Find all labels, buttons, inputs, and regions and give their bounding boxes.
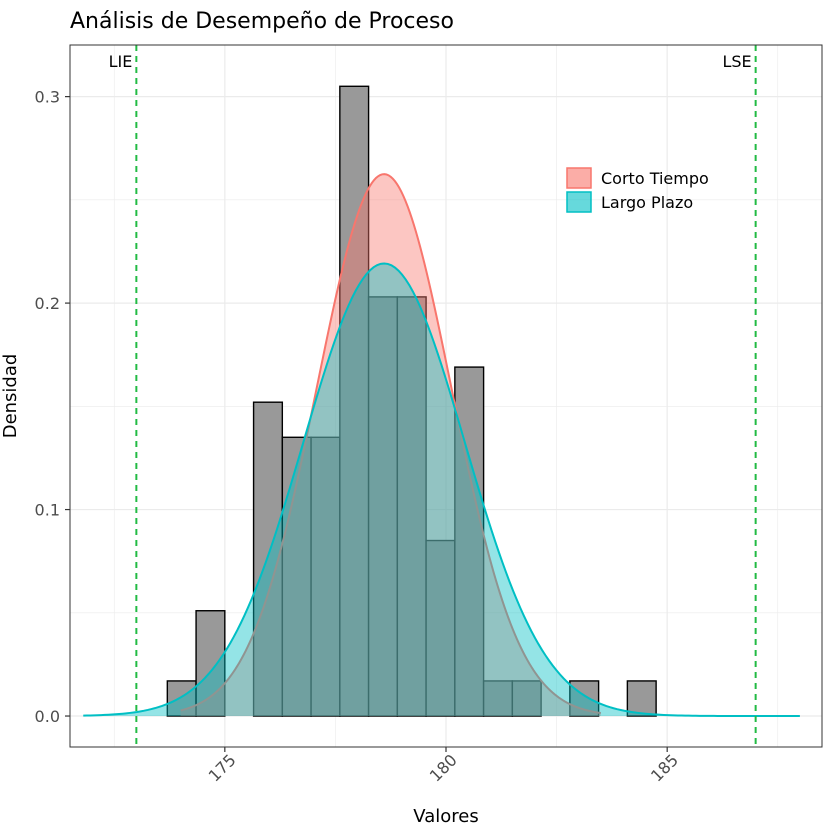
histogram-bar (626, 680, 657, 717)
spec-limit-label: LSE (722, 52, 751, 71)
histogram-bars (166, 85, 657, 717)
y-tick-label: 0.1 (35, 501, 60, 520)
y-axis: 0.0 0.1 0.2 0.3 (35, 88, 70, 726)
density-curves (83, 173, 800, 718)
density-line (83, 262, 800, 718)
legend-swatch (566, 191, 592, 213)
x-tick-label: 175 (205, 750, 240, 785)
x-axis-title: Valores (413, 806, 478, 827)
histogram-bar (396, 296, 427, 717)
histogram-bar (367, 296, 399, 717)
legend-swatch (566, 167, 592, 189)
density-area (83, 263, 800, 717)
legend: Corto Tiempo Largo Plazo (566, 167, 709, 213)
legend-label: Corto Tiempo (601, 169, 709, 188)
y-axis-title: Densidad (0, 354, 21, 439)
histogram-bar (339, 85, 370, 717)
spec-limit-label: LIE (109, 52, 133, 71)
y-tick-label: 0.0 (35, 707, 60, 726)
legend-label: Largo Plazo (601, 193, 693, 212)
histogram-bar (511, 680, 542, 717)
y-tick-label: 0.3 (35, 88, 60, 107)
x-tick-label: 185 (647, 750, 682, 785)
x-axis: 175 180 185 (205, 747, 682, 785)
histogram-bar (482, 680, 514, 717)
y-tick-label: 0.2 (35, 294, 60, 313)
spec-limit-lines: LIE LSE (109, 45, 757, 747)
chart-title: Análisis de Desempeño de Proceso (70, 9, 454, 34)
x-tick-label: 180 (426, 750, 461, 785)
density-line (180, 173, 601, 715)
histogram-bar (195, 610, 226, 717)
